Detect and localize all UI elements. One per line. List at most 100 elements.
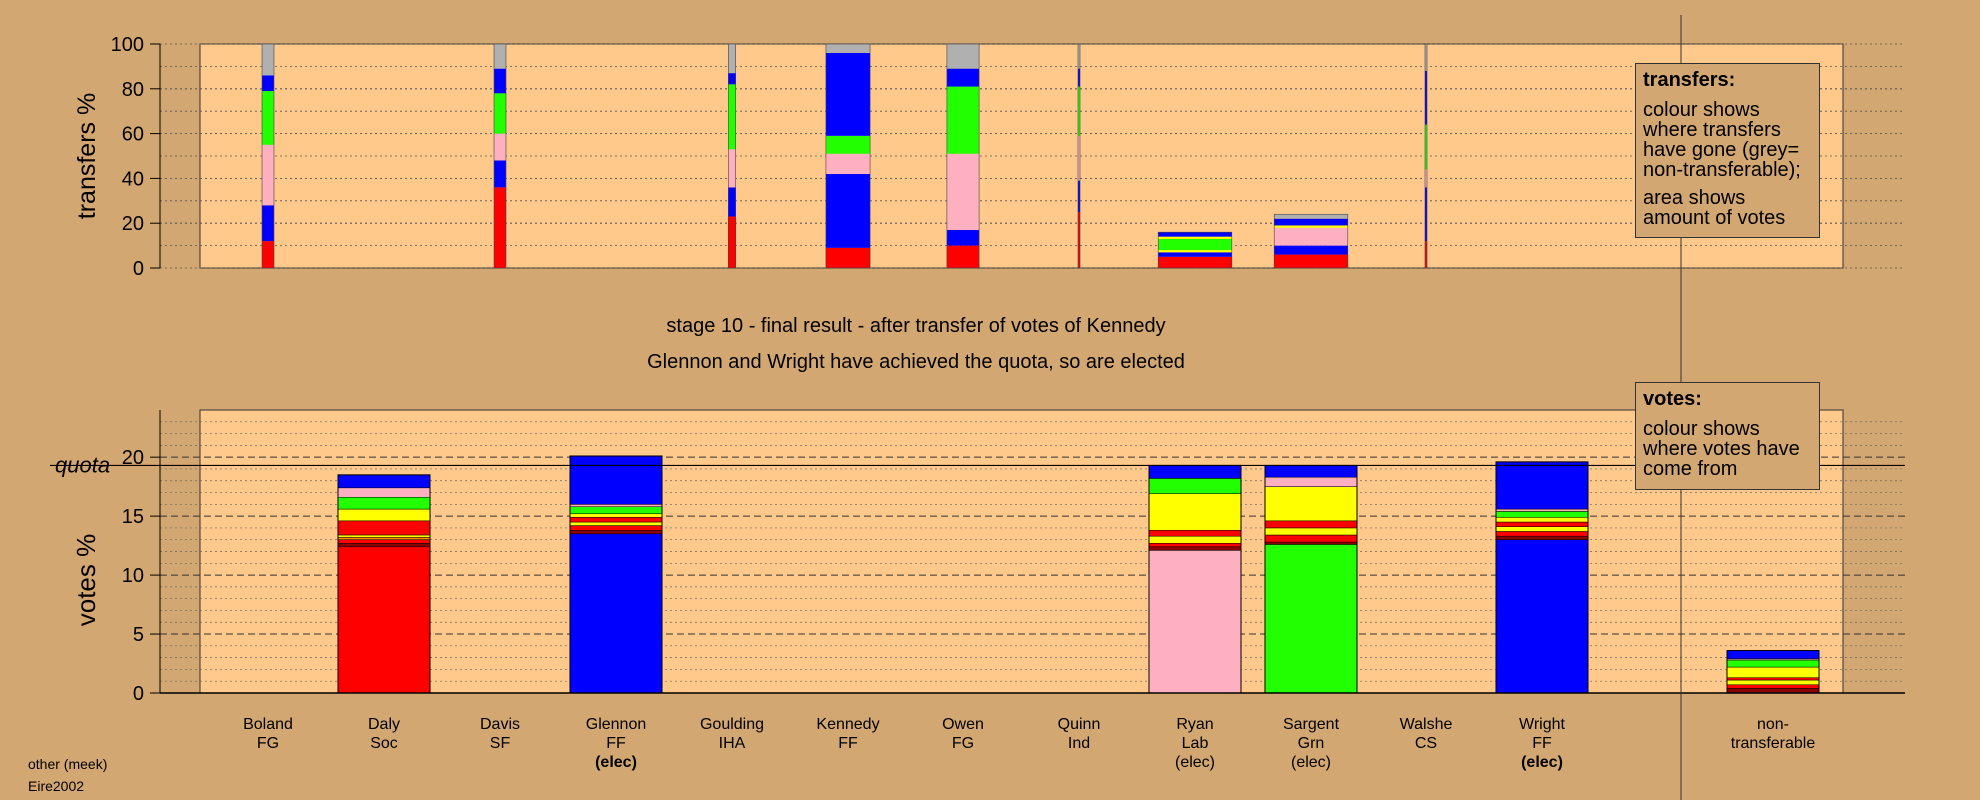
votes-bar-segment: [1495, 539, 1589, 694]
votes-bar-segment: [1264, 465, 1358, 478]
legend-transfers-title: transfers:: [1643, 69, 1736, 91]
votes-bar-segment: [337, 520, 431, 536]
transfers-bar-segment: [494, 187, 506, 268]
candidate-name: Davis: [480, 716, 520, 733]
votes-bar-segment: [1148, 530, 1242, 537]
transfers-bar-segment: [1425, 169, 1427, 188]
votes-bar-segment: [1495, 517, 1589, 523]
transfers-bar-outline: [946, 43, 980, 269]
transfers-bar-segment: [946, 153, 980, 230]
transfers-bar-segment: [494, 160, 506, 188]
transfers-bar-segment: [1274, 225, 1348, 228]
transfers-bar-segment: [494, 68, 506, 94]
legend-transfers-text: colour shows where transfers have gone (…: [1643, 99, 1801, 181]
transfers-bar-segment: [825, 135, 871, 154]
votes-bar-segment: [569, 504, 663, 507]
transfers-tick-label: 80: [122, 79, 144, 101]
transfers-bar-segment: [1078, 180, 1080, 212]
votes-bar-segment: [1495, 511, 1589, 518]
votes-bar-segment: [569, 525, 663, 531]
votes-bar-segment: [1726, 677, 1820, 681]
votes-bar-segment: [1264, 476, 1358, 487]
transfers-bar-segment: [1158, 238, 1232, 251]
transfers-bar-segment: [946, 86, 980, 154]
transfers-bar-segment: [825, 153, 871, 174]
candidate-name: Quinn: [1058, 716, 1101, 733]
votes-bar-segment: [1726, 679, 1820, 685]
candidate-status: (elec): [1175, 754, 1215, 771]
votes-bar-segment: [569, 455, 663, 505]
votes-bar-segment: [1726, 684, 1820, 689]
stage-title: stage 10 - final result - after transfer…: [666, 315, 1165, 337]
votes-tick-label: 20: [122, 447, 144, 469]
transfers-bar-segment: [1158, 256, 1232, 268]
transfers-bar-segment: [1425, 241, 1427, 268]
transfers-tick-label: 100: [111, 34, 144, 56]
legend-transfers-area-text: area shows amount of votes: [1643, 187, 1786, 229]
votes-bar-segment: [1148, 535, 1242, 544]
transfers-bar-segment: [262, 91, 274, 145]
votes-bar-segment: [1264, 520, 1358, 529]
footer-source: Eire2002: [28, 778, 84, 794]
votes-bar-segment: [1264, 527, 1358, 536]
transfers-bar-segment: [1078, 212, 1080, 268]
votes-bar-segment: [1148, 550, 1242, 694]
votes-bar-segment: [337, 546, 431, 694]
votes-bar-segment: [1495, 508, 1589, 512]
transfers-bar-segment: [1078, 68, 1080, 87]
transfers-bar-segment: [728, 187, 736, 217]
votes-tick-label: 10: [122, 565, 144, 587]
candidate-name: non-: [1757, 716, 1789, 733]
votes-tick-label: 15: [122, 506, 144, 528]
candidate-party: IHA: [719, 735, 746, 752]
candidate-party: SF: [490, 735, 511, 752]
transfers-tick-label: 20: [122, 213, 144, 235]
candidate-party: FF: [1532, 735, 1552, 752]
transfers-bar-segment: [946, 68, 980, 87]
votes-bar-segment: [1495, 535, 1589, 540]
transfers-bar-outline: [261, 43, 275, 269]
transfers-tick-label: 40: [122, 168, 144, 190]
candidate-name: Owen: [942, 716, 984, 733]
transfers-bar-segment: [946, 245, 980, 268]
legend-votes: votes: colour shows where votes have com…: [1635, 382, 1820, 490]
transfers-bar-segment: [494, 93, 506, 134]
candidate-name: Kennedy: [816, 716, 879, 733]
transfers-bar-segment: [1158, 232, 1232, 237]
transfers-tick-label: 60: [122, 124, 144, 146]
transfers-bar-outline: [728, 43, 736, 269]
votes-bar-segment: [569, 517, 663, 523]
transfers-bar-segment: [1425, 124, 1427, 170]
transfers-bar-segment: [825, 247, 871, 268]
candidate-party: FG: [952, 735, 974, 752]
votes-bar-segment: [1495, 461, 1589, 510]
transfers-bar-segment: [825, 44, 871, 53]
transfers-bar-outline: [1273, 213, 1349, 269]
transfers-tick-label: 0: [133, 258, 144, 280]
transfers-bar-segment: [728, 216, 736, 268]
votes-bar-segment: [1148, 542, 1242, 548]
votes-y-axis-label: votes %: [71, 534, 101, 627]
transfers-bar-segment: [1078, 135, 1080, 181]
transfers-bar-outline: [1077, 43, 1081, 269]
transfers-bar-segment: [1274, 245, 1348, 255]
transfers-bar-outline: [825, 43, 871, 269]
transfers-bar-segment: [1078, 44, 1080, 69]
transfers-bar-segment: [1425, 44, 1427, 71]
candidate-name: Boland: [243, 716, 293, 733]
candidate-name: Sargent: [1283, 716, 1340, 733]
votes-bar-segment: [337, 487, 431, 498]
votes-bar-segment: [1726, 659, 1820, 668]
candidate-party: Ind: [1068, 735, 1090, 752]
votes-bar-segment: [337, 534, 431, 538]
transfers-bar-segment: [1158, 252, 1232, 257]
candidate-party: FF: [838, 735, 858, 752]
votes-bar-segment: [1264, 544, 1358, 694]
votes-bar-segment: [569, 530, 663, 535]
transfers-bar-segment: [1274, 254, 1348, 268]
transfers-bar-segment: [262, 44, 274, 76]
transfers-bar-segment: [262, 205, 274, 242]
votes-bar-segment: [569, 533, 663, 694]
transfers-bar-segment: [825, 173, 871, 248]
